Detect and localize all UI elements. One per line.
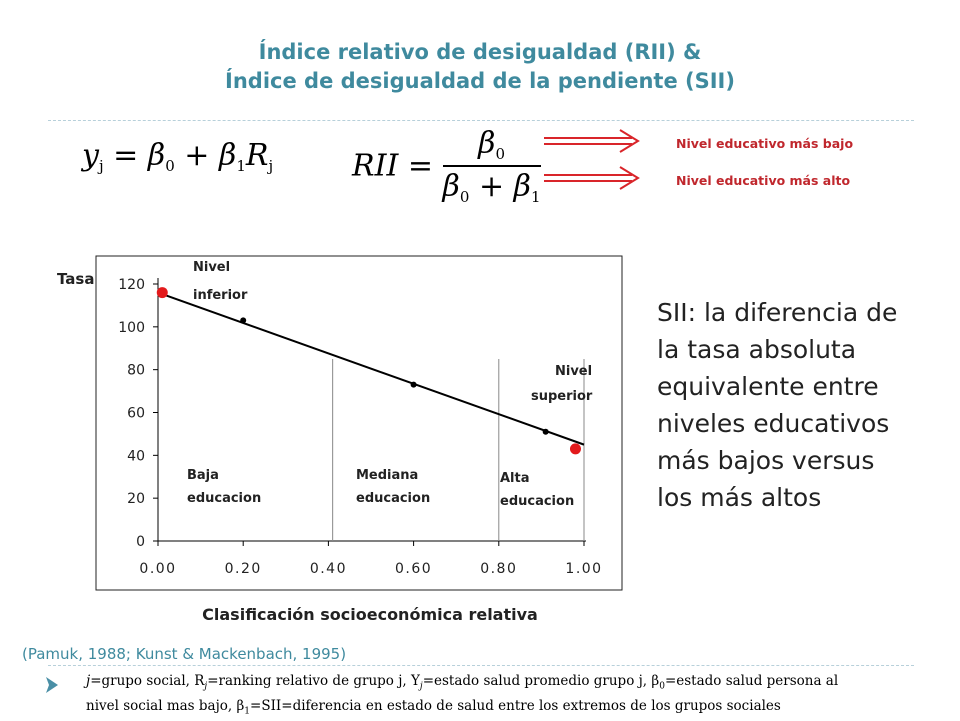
regression-formula: yj = β0 + β1Rj <box>82 138 274 175</box>
annotation-nivel-inferior: inferior <box>193 288 248 303</box>
legend-arrows <box>544 129 640 190</box>
annotation-nivel-superior: superior <box>531 389 593 404</box>
annotation-nivel-superior: Nivel <box>555 364 592 379</box>
sii-line-3: equivalente entre <box>657 372 879 401</box>
sii-line-5: más bajos versus <box>657 446 875 475</box>
x-tick-label: 0.60 <box>395 561 432 577</box>
legend-lowest-label: Nivel educativo más bajo <box>676 136 854 151</box>
y-axis-title: Tasa <box>57 270 95 288</box>
x-tick-label: 0.20 <box>225 561 262 577</box>
x-axis-title: Clasificación socioeconómica relativa <box>202 605 538 624</box>
regression-line <box>157 291 585 446</box>
sii-line-1: SII: la diferencia de <box>657 298 898 327</box>
x-tick-label: 0.00 <box>139 561 176 577</box>
annotation-group-alta: Alta <box>500 471 530 486</box>
group-point <box>410 381 417 388</box>
y-tick-label: 40 <box>127 448 145 464</box>
extreme-point <box>569 443 581 455</box>
annotation-group-baja: educacion <box>187 491 261 506</box>
sii-line-4: niveles educativos <box>657 409 890 438</box>
plot-frame <box>95 255 623 591</box>
title-line-2: Índice de desigualdad de la pendiente (S… <box>225 69 735 93</box>
y-tick-label: 100 <box>118 320 145 336</box>
arrow-right-icon <box>544 129 640 153</box>
bottom-divider <box>48 665 914 666</box>
citation: (Pamuk, 1988; Kunst & Mackenbach, 1995) <box>22 645 347 663</box>
sii-line-2: la tasa absoluta <box>657 335 857 364</box>
annotation-group-mediana: educacion <box>356 491 430 506</box>
title-line-1: Índice relativo de desigualdad (RII) & <box>258 40 702 64</box>
x-tick-label: 1.00 <box>565 561 602 577</box>
rii-formula: RII = β0 β0 + β1 <box>352 126 541 206</box>
y-tick-label: 0 <box>136 534 145 550</box>
page-title: Índice relativo de desigualdad (RII) & Í… <box>0 38 960 96</box>
arrow-right-icon <box>544 166 640 190</box>
rii-fraction: β0 β0 + β1 <box>442 126 541 206</box>
footnote: j=grupo social, Rj=ranking relativo de g… <box>86 673 839 717</box>
group-point <box>542 428 549 435</box>
y-tick-label: 120 <box>118 277 145 293</box>
bullet-arrow-icon <box>46 677 58 693</box>
x-tick-label: 0.40 <box>310 561 347 577</box>
annotation-nivel-inferior: Nivel <box>193 260 230 275</box>
x-tick-label: 0.80 <box>480 561 517 577</box>
annotation-group-mediana: Mediana <box>356 468 418 483</box>
sii-line-6: los más altos <box>657 483 822 512</box>
annotation-group-baja: Baja <box>187 468 219 483</box>
annotation-group-alta: educacion <box>500 494 574 509</box>
sii-explanation: SII: la diferencia de la tasa absoluta e… <box>657 294 897 516</box>
top-divider <box>48 120 914 121</box>
y-tick-label: 20 <box>127 491 145 507</box>
legend-highest-label: Nivel educativo más alto <box>676 173 851 188</box>
extreme-point <box>156 287 168 299</box>
y-tick-label: 60 <box>127 406 145 422</box>
y-tick-label: 80 <box>127 363 145 379</box>
group-point <box>240 317 247 324</box>
